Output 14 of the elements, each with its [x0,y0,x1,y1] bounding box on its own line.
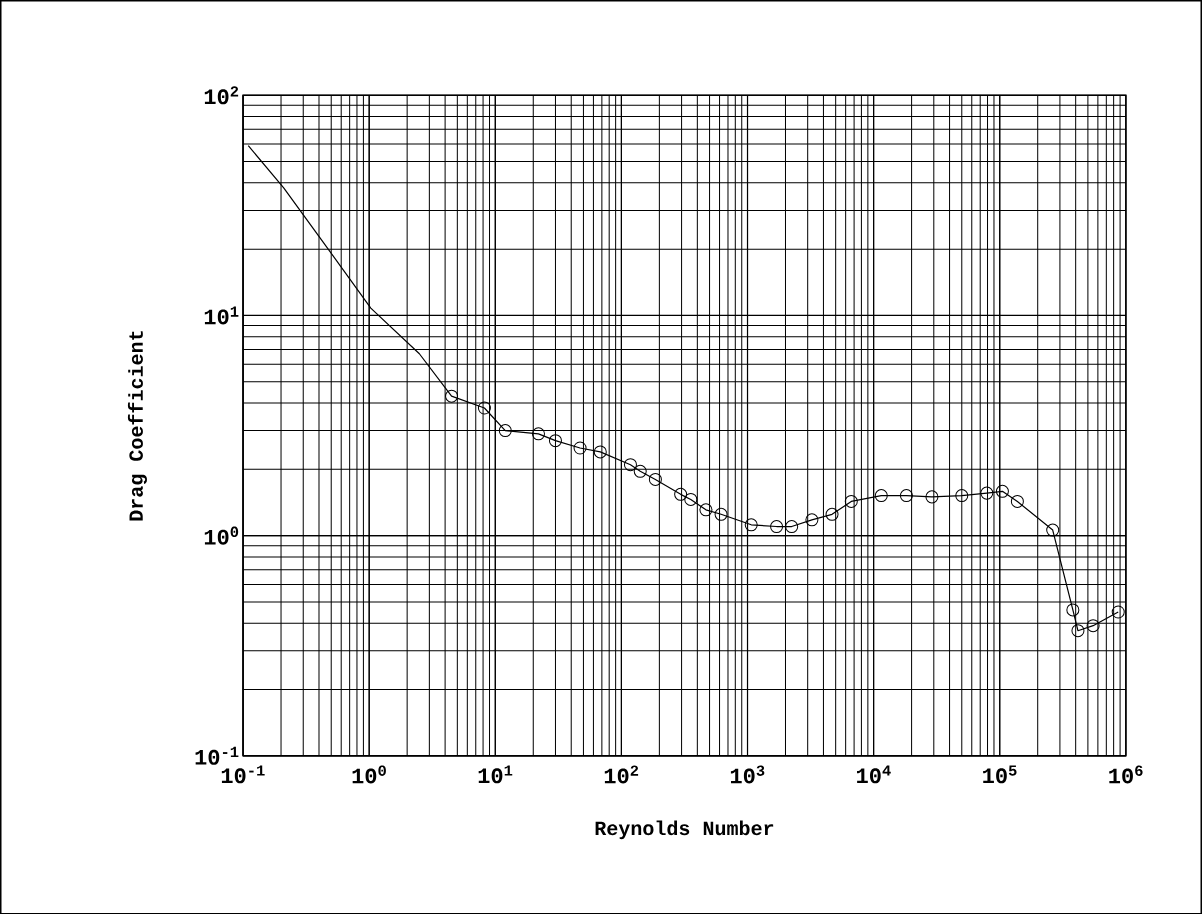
x-tick-label: 10$^{-1}$ [221,765,265,784]
y-axis-title: Drag Coefficient [127,331,147,521]
x-tick-label: 10$^{4}$ [857,765,891,784]
x-tick-label: 10$^{1}$ [478,765,513,784]
x-tick-label: 10$^{5}$ [983,765,1017,784]
y-tick-label: 10$^{1}$ [204,306,239,325]
x-tick-label: 10$^{2}$ [604,765,639,784]
x-tick-label: 10$^{6}$ [1109,765,1143,784]
y-tick-label: 10$^{2}$ [204,85,239,105]
x-axis-title: Reynolds Number [595,820,774,839]
x-tick-label: 10$^{0}$ [352,765,386,784]
y-tick-label: 10$^{-1}$ [195,746,239,765]
y-tick-label: 10$^{0}$ [204,526,239,545]
x-tick-label: 10$^{3}$ [730,765,765,784]
